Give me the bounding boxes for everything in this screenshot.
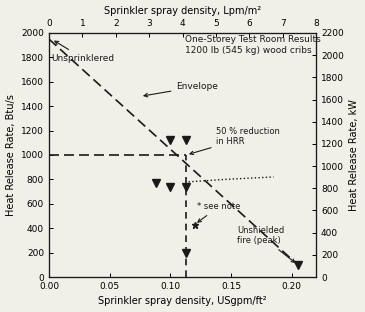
X-axis label: Sprinkler spray density, Lpm/m²: Sprinkler spray density, Lpm/m² <box>104 6 261 16</box>
Y-axis label: Heat Release Rate, Btu/s: Heat Release Rate, Btu/s <box>5 94 16 216</box>
X-axis label: Sprinkler spray density, USgpm/ft²: Sprinkler spray density, USgpm/ft² <box>98 296 267 306</box>
Text: Unsprinklered: Unsprinklered <box>51 41 115 63</box>
Text: Envelope: Envelope <box>144 82 218 97</box>
Text: * see note: * see note <box>197 202 241 222</box>
Text: One-Storey Test Room Results
1200 lb (545 kg) wood cribs: One-Storey Test Room Results 1200 lb (54… <box>185 36 321 55</box>
Text: Unshielded
fire (peak): Unshielded fire (peak) <box>237 226 295 262</box>
Text: 50 % reduction
in HRR: 50 % reduction in HRR <box>190 127 280 154</box>
Y-axis label: Heat Release Rate, kW: Heat Release Rate, kW <box>349 99 360 211</box>
